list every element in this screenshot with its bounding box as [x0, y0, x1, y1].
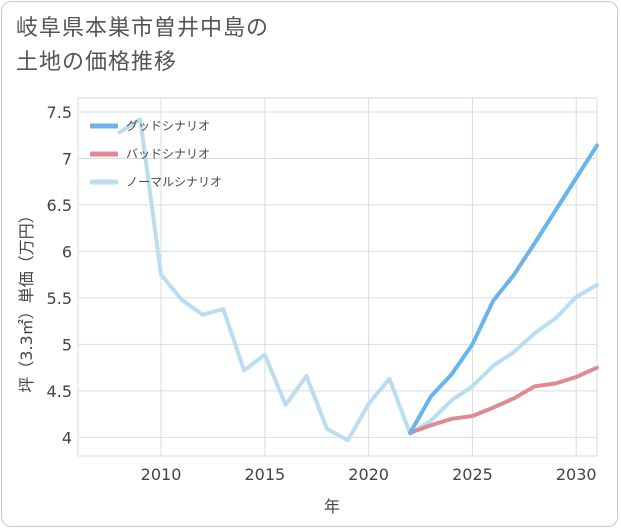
x-axis-title: 年: [324, 497, 340, 516]
y-axis-ticks: 4 4.5 5 5.5 6 6.5 7 7.5: [47, 103, 72, 447]
y-tick-label: 4.5: [47, 382, 72, 401]
x-tick-label: 2015: [244, 465, 285, 484]
series-line-1: [408, 365, 599, 435]
y-tick-label: 4: [62, 428, 72, 447]
legend-label: ノーマルシナリオ: [126, 175, 222, 189]
y-axis-title: 坪（3.3㎡）単価（万円）: [17, 207, 36, 392]
y-tick-label: 5.5: [47, 289, 72, 308]
y-tick-label: 5: [62, 335, 72, 354]
grid-lines: [78, 98, 597, 456]
chart-title: 岐阜県本巣市曽井中島の 土地の価格推移: [16, 12, 269, 80]
legend-label: バッドシナリオ: [126, 147, 210, 161]
series-line-2: [117, 117, 599, 443]
series-line-0: [408, 143, 599, 435]
x-tick-label: 2030: [556, 465, 597, 484]
x-tick-label: 2025: [452, 465, 493, 484]
x-tick-label: 2010: [141, 465, 182, 484]
y-tick-label: 7.5: [47, 103, 72, 122]
chart-title-line2: 土地の価格推移: [16, 50, 178, 75]
legend-label: グッドシナリオ: [126, 119, 210, 133]
chart-title-line1: 岐阜県本巣市曽井中島の: [16, 16, 270, 41]
series-lines: [117, 117, 599, 443]
y-tick-label: 7: [62, 149, 72, 168]
x-axis-ticks: 2010 2015 2020 2025 2030: [141, 465, 597, 484]
x-tick-label: 2020: [348, 465, 389, 484]
y-tick-label: 6.5: [47, 196, 72, 215]
y-tick-label: 6: [62, 242, 72, 261]
